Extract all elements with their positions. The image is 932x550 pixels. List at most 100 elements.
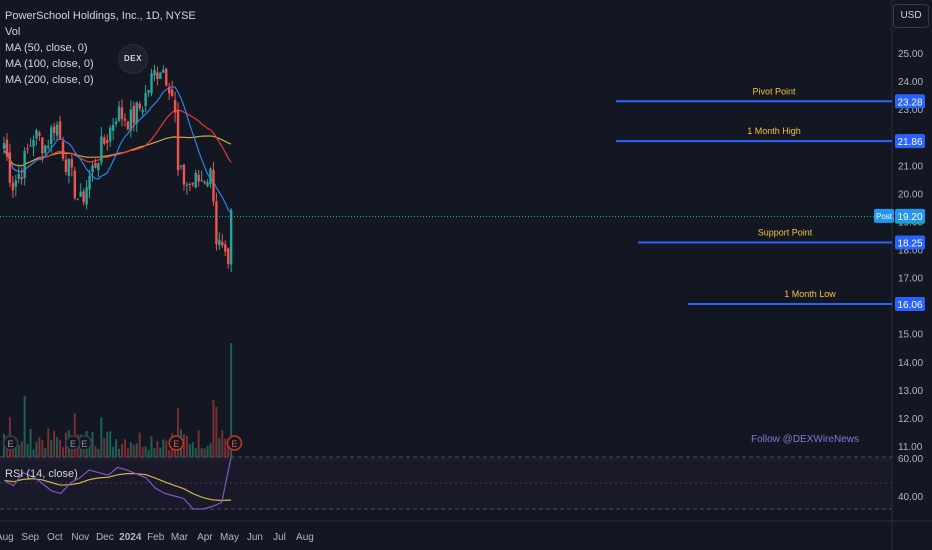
ma200-legend[interactable]: MA (200, close, 0) (5, 74, 94, 86)
earnings-icon-label: E (231, 439, 237, 449)
volume-bar (121, 443, 123, 458)
candle-body (11, 182, 15, 191)
candle-body (147, 90, 150, 93)
candle-body (132, 105, 135, 124)
candle-body (47, 146, 50, 148)
volume-bar (203, 448, 206, 458)
candle-body (73, 170, 76, 199)
volume-bar (56, 437, 59, 458)
candle-body (103, 137, 106, 144)
volume-bar (115, 439, 118, 458)
volume-bar (123, 439, 126, 458)
level-price-label: 16.06 (897, 300, 922, 311)
price-tick-label: 24.00 (898, 77, 923, 88)
candle-body (150, 73, 153, 94)
volume-bar (162, 439, 165, 458)
price-tick-label: 14.00 (898, 358, 923, 369)
volume-bar (132, 444, 135, 458)
volume-bar (44, 448, 47, 458)
time-tick-label: Sep (21, 532, 39, 543)
volume-bar (47, 428, 50, 458)
volume-bar (112, 446, 115, 458)
candle-body (67, 158, 71, 177)
volume-bar (200, 448, 203, 458)
volume-bar (194, 448, 197, 458)
candle-body (200, 180, 203, 182)
candle-body (8, 152, 12, 183)
candle-body (61, 141, 65, 159)
candle-body (224, 244, 227, 252)
volume-bar (23, 395, 26, 458)
earnings-icon-label: E (81, 439, 87, 449)
volume-bar (224, 438, 227, 458)
candle-body (94, 162, 97, 168)
candle-body (55, 124, 59, 136)
candle-body (156, 72, 159, 79)
ma100-legend[interactable]: MA (100, close, 0) (5, 58, 94, 70)
candle-body (52, 126, 56, 133)
volume-bar (230, 343, 233, 458)
candle-body (97, 163, 100, 171)
candle-body (209, 168, 212, 184)
level-label: 1 Month Low (784, 289, 836, 299)
candle-body (194, 172, 197, 188)
volume-bar (221, 430, 224, 458)
time-tick-label: Aug (0, 532, 14, 543)
volume-bar (38, 437, 41, 458)
volume-bar (150, 436, 153, 458)
volume-legend[interactable]: Vol (5, 26, 21, 38)
volume-bar (29, 428, 32, 458)
symbol-title[interactable]: PowerSchool Holdings, Inc., 1D, NYSE (5, 10, 196, 22)
rsi-legend[interactable]: RSI (14, close) (5, 468, 78, 480)
price-tick-label: 13.00 (898, 386, 923, 397)
candle-body (144, 92, 147, 106)
volume-bar (218, 438, 221, 458)
volume-bar (26, 444, 29, 458)
level-label: 1 Month High (747, 126, 801, 136)
volume-bar (97, 449, 100, 458)
candle-body (168, 87, 171, 94)
candle-body (173, 100, 177, 113)
volume-bar (118, 448, 121, 458)
candle-body (126, 121, 130, 130)
volume-bar (129, 442, 132, 458)
level-label: Support Point (758, 227, 813, 237)
price-tick-label: 18.00 (898, 246, 923, 257)
earnings-icon-label: E (70, 439, 76, 449)
volume-bar (14, 442, 17, 458)
level-price-label: 18.25 (897, 238, 922, 249)
candle-body (162, 69, 165, 73)
volume-bar (185, 435, 188, 458)
volume-bar (144, 446, 147, 458)
volume-bar (168, 449, 171, 458)
candle-body (23, 150, 26, 179)
candle-body (120, 107, 124, 119)
candle-body (58, 121, 62, 139)
watermark-text: Follow @DEXWireNews (751, 434, 859, 445)
volume-bar (59, 439, 62, 458)
volume-bar (188, 444, 191, 458)
volume-bar (147, 449, 150, 458)
candle-body (76, 198, 79, 200)
ma50-legend[interactable]: MA (50, close, 0) (5, 42, 88, 54)
volume-bar (103, 438, 106, 458)
candle-body (227, 248, 230, 264)
currency-button[interactable]: USD (893, 4, 929, 28)
volume-bar (197, 430, 200, 458)
volume-bar (153, 448, 156, 458)
candle-body (2, 143, 6, 149)
candle-body (111, 124, 115, 131)
volume-bar (35, 442, 38, 458)
candle-body (114, 121, 118, 125)
volume-bar (53, 430, 56, 458)
candle-body (138, 103, 141, 109)
volume-bar (191, 442, 194, 458)
candle-body (91, 165, 94, 173)
post-price-tag (895, 208, 925, 223)
chart-legend: PowerSchool Holdings, Inc., 1D, NYSE Vol… (5, 8, 196, 88)
candle-body (79, 191, 82, 197)
earnings-icon-label: E (173, 439, 179, 449)
candle-body (182, 164, 186, 185)
candles (2, 64, 233, 273)
